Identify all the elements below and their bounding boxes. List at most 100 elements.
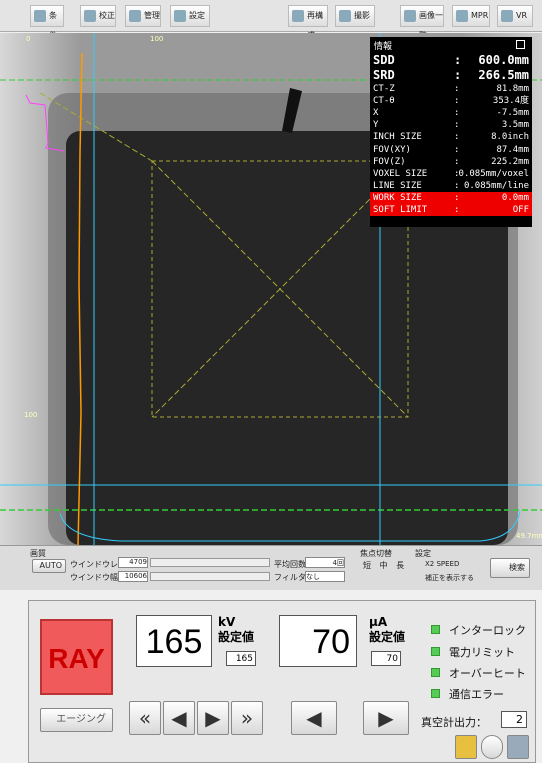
unit: μA (369, 615, 387, 629)
checkbox[interactable]: X2 SPEED (425, 560, 459, 568)
info-separator: : (454, 53, 461, 68)
status-label: オーバーヒート (449, 665, 526, 681)
tool-button[interactable]: 画像一覧 (400, 5, 444, 27)
field-label: ウインドウ幅 (70, 572, 118, 583)
info-separator: : (454, 107, 459, 119)
scale-label: 49.7mm (516, 532, 542, 540)
slider[interactable] (150, 558, 270, 567)
info-value: 0.085mm/voxel (459, 168, 529, 180)
kv-set-value: 165 (226, 651, 256, 666)
dropdown[interactable]: なし (305, 571, 345, 582)
info-label: X (373, 107, 378, 119)
info-row: CT-θ: 353.4度 (370, 95, 532, 107)
status-label: 通信エラー (449, 686, 504, 702)
vacuum-value: 2 (501, 711, 527, 728)
info-label: CT-Z (373, 83, 395, 95)
info-row: X:-7.5mm (370, 107, 532, 119)
xray-panel: RAY エージング 165 kV 設定値 165 70 μA 設定値 70 « … (28, 600, 536, 763)
unit: kV (218, 615, 235, 629)
info-row: VOXEL SIZE:0.085mm/voxel (370, 168, 532, 180)
info-row: INCH SIZE:8.0inch (370, 131, 532, 143)
ruler-label: 100 (24, 411, 37, 419)
info-row: SOFT LIMIT: OFF (370, 204, 532, 216)
tool-button[interactable]: 設定 (170, 5, 210, 27)
info-separator: : (454, 204, 459, 216)
info-separator: : (454, 83, 459, 95)
info-value: 600.0mm (478, 53, 529, 68)
status-label: 電力リミット (449, 644, 515, 660)
ray-button[interactable]: RAY (40, 619, 113, 695)
toolbar: 条件 校正 管理 設定 再構成 撮影 画像一覧 MPR VR (0, 0, 542, 32)
info-row: CT-Z: 81.8mm (370, 83, 532, 95)
forward-button[interactable]: ▶ (197, 701, 229, 735)
info-row: FOV(XY):87.4mm (370, 144, 532, 156)
info-separator: : (454, 95, 459, 107)
group-label: 画質 (30, 548, 46, 559)
field-label: 平均回数 (274, 559, 306, 570)
increase-button[interactable]: ▶ (363, 701, 409, 735)
ua-display: 70 (279, 615, 357, 667)
info-value: 87.4mm (496, 144, 529, 156)
kv-display: 165 (136, 615, 212, 667)
set-label: 設定値 (218, 628, 254, 645)
info-value: 81.8mm (496, 83, 529, 95)
search-button[interactable]: 検索 (490, 558, 530, 578)
info-panel: 情報 SDD:600.0mmSRD:266.5mmCT-Z:81.8mmCT-θ… (370, 37, 532, 227)
tool-button[interactable]: 校正 (80, 5, 116, 27)
back-button[interactable]: ◀ (163, 701, 195, 735)
info-value: 225.2mm (491, 156, 529, 168)
tool-button[interactable]: 再構成 (288, 5, 328, 27)
aging-button[interactable]: エージング (40, 708, 113, 732)
info-label: INCH SIZE (373, 131, 422, 143)
info-value: 266.5mm (478, 68, 529, 83)
checkbox[interactable]: 補正を表示する (425, 573, 474, 583)
slider[interactable] (150, 572, 270, 581)
decrease-button[interactable]: ◀ (291, 701, 337, 735)
radio-group[interactable]: 短 中 長 (363, 560, 407, 571)
camera-icon[interactable] (507, 735, 529, 759)
tool-button[interactable]: MPR (452, 5, 490, 27)
info-row: Y:3.5mm (370, 119, 532, 131)
info-separator: : (454, 144, 459, 156)
clock-icon[interactable] (481, 735, 503, 759)
info-value: OFF (513, 204, 529, 216)
info-row: LINE SIZE:0.085mm/line (370, 180, 532, 192)
input[interactable]: 10606 (118, 571, 148, 582)
info-label: CT-θ (373, 95, 395, 107)
info-label: LINE SIZE (373, 180, 422, 192)
tool-button[interactable]: 条件 (30, 5, 64, 27)
input[interactable]: 4709 (118, 557, 148, 568)
tool-button[interactable]: VR (497, 5, 533, 27)
info-separator: : (454, 119, 459, 131)
auto-button[interactable]: AUTO (32, 559, 66, 573)
info-label: SRD (373, 68, 395, 83)
vacuum-label: 真空計出力： (421, 714, 487, 730)
close-icon[interactable] (516, 40, 525, 49)
info-row: SDD: 600.0mm (370, 53, 532, 68)
info-value: 8.0inch (491, 131, 529, 143)
info-separator: : (454, 180, 459, 192)
info-value: 0.085mm/line (464, 180, 529, 192)
info-row: SRD:266.5mm (370, 68, 532, 83)
info-title: 情報 (374, 39, 392, 52)
tool-button[interactable]: 撮影 (335, 5, 375, 27)
tool-button[interactable]: 管理 (125, 5, 161, 27)
info-value: 353.4度 (493, 95, 529, 107)
status-lamp (431, 647, 440, 656)
info-label: VOXEL SIZE (373, 168, 427, 180)
settings-icon[interactable] (455, 735, 477, 759)
status-lamp (431, 625, 440, 634)
fast-back-button[interactable]: « (129, 701, 161, 735)
input[interactable]: 4回 (305, 557, 345, 568)
info-label: SOFT LIMIT (373, 204, 427, 216)
info-label: FOV(Z) (373, 156, 406, 168)
status-lamp (431, 668, 440, 677)
fast-forward-button[interactable]: » (231, 701, 263, 735)
info-row: FOV(Z):225.2mm (370, 156, 532, 168)
info-label: SDD (373, 53, 395, 68)
ruler-label: 0 (26, 35, 30, 43)
field-label: フィルタ (274, 572, 306, 583)
ruler-label: 100 (150, 35, 163, 43)
info-label: WORK SIZE (373, 192, 422, 204)
page: {"toolbar":["条件","校正","管理","設定","再構成","撮… (0, 0, 542, 763)
